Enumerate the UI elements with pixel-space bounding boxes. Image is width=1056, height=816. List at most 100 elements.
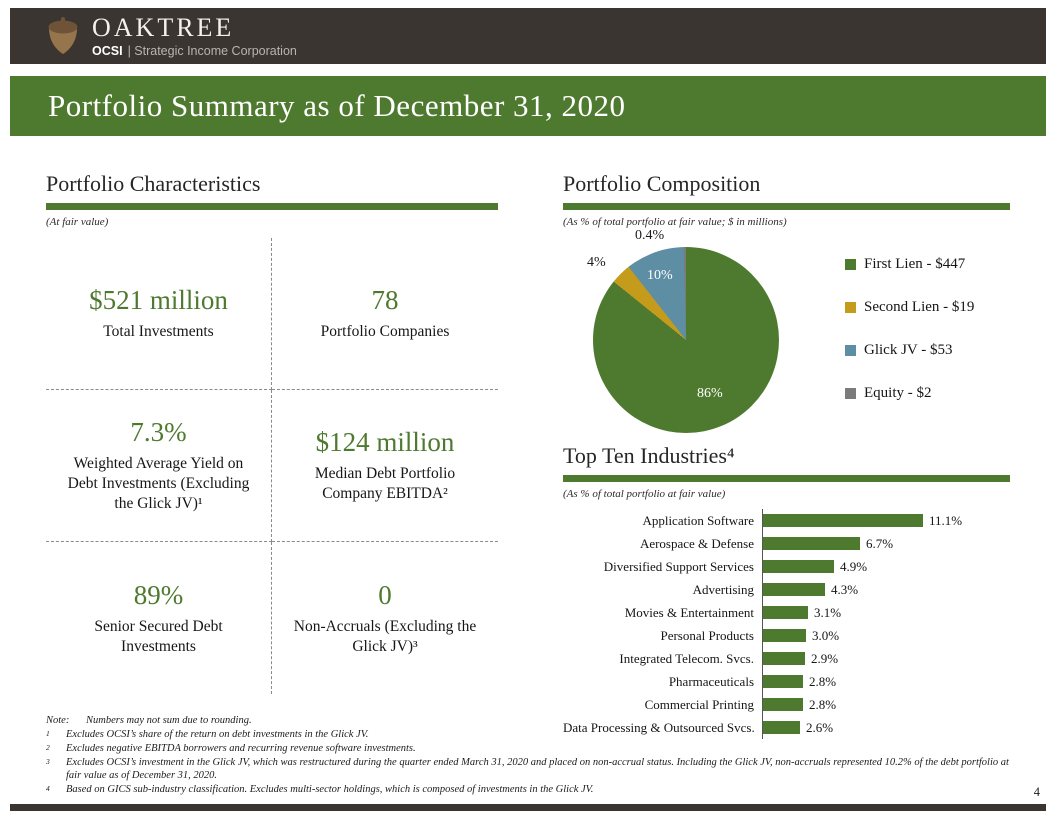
- stat-value: 0: [378, 579, 392, 610]
- bar-track: 11.1%: [762, 509, 1010, 533]
- bar-value-label: 2.8%: [809, 696, 837, 712]
- bar-category-label: Application Software: [642, 512, 754, 528]
- legend-swatch-equity: [845, 388, 856, 400]
- bar-row: Movies & Entertainment 3.1%: [563, 601, 1010, 625]
- bar: [763, 606, 808, 620]
- bar-value-label: 6.7%: [866, 535, 894, 551]
- bar-track: 4.9%: [762, 555, 1010, 579]
- bar-track: 2.8%: [762, 693, 1010, 717]
- stat-value: 78: [371, 285, 399, 316]
- bar-row: Data Processing & Outsourced Svcs. 2.6%: [563, 716, 1010, 740]
- bar-value-label: 2.8%: [809, 673, 837, 689]
- bar-track: 3.0%: [762, 624, 1010, 648]
- top-header: OAKTREE OCSI | Strategic Income Corporati…: [10, 8, 1046, 64]
- industry-bar-chart: Application Software 11.1% Aerospace & D…: [563, 509, 1010, 740]
- stats-grid: $521 million Total Investments 78 Portfo…: [46, 238, 498, 695]
- stat-label: Total Investments: [103, 323, 214, 341]
- legend-label: Second Lien - $19: [864, 299, 975, 316]
- legend-item-equity: Equity - $2: [845, 385, 974, 402]
- green-rule: [46, 203, 498, 211]
- bar: [763, 698, 803, 712]
- footnote-marker: 2: [46, 742, 50, 752]
- bar-track: 2.9%: [762, 647, 1010, 671]
- bar: [763, 537, 860, 551]
- footnote-text: Excludes OCSI’s share of the return on d…: [66, 728, 369, 740]
- legend-label: Glick JV - $53: [864, 342, 953, 359]
- green-rule: [563, 475, 1010, 483]
- stat-label: Portfolio Companies: [320, 323, 450, 341]
- footnote-text: Based on GICS sub-industry classificatio…: [66, 784, 594, 796]
- stat-cell-portfolio-companies: 78 Portfolio Companies: [272, 238, 498, 391]
- portfolio-characteristics-section: Portfolio Characteristics (At fair value…: [46, 171, 498, 695]
- bar-track: 3.1%: [762, 601, 1010, 625]
- stat-cell-senior-secured: 89% Senior Secured Debt Investments: [46, 542, 272, 695]
- bar: [763, 560, 834, 574]
- title-banner: Portfolio Summary as of December 31, 202…: [10, 76, 1046, 136]
- pie-chart-area: 0.4% 4% 10% 86% First Lien - $447 Second…: [563, 228, 1010, 444]
- top-ten-industries-heading: Top Ten Industries⁴: [563, 443, 735, 469]
- green-rule: [563, 203, 1010, 211]
- footnote-text: Numbers may not sum due to rounding.: [86, 715, 252, 726]
- legend-swatch-first-lien: [845, 259, 856, 271]
- stat-value: 89%: [133, 579, 184, 610]
- stat-label: Non-Accruals (Excluding the Glick JV)³: [293, 617, 477, 655]
- stat-cell-non-accruals: 0 Non-Accruals (Excluding the Glick JV)³: [272, 542, 498, 694]
- bar-row: Commercial Printing 2.8%: [563, 693, 1010, 717]
- bar-row: Personal Products 3.0%: [563, 624, 1010, 648]
- legend-item-second-lien: Second Lien - $19: [845, 299, 974, 316]
- pie-slice-label-first-lien: 86%: [697, 386, 723, 402]
- bar-row: Integrated Telecom. Svcs. 2.9%: [563, 647, 1010, 671]
- legend-item-glick-jv: Glick JV - $53: [845, 342, 974, 359]
- org-code: OCSI: [92, 43, 123, 58]
- legend-label: First Lien - $447: [864, 256, 966, 273]
- bar: [763, 721, 800, 735]
- stat-cell-weighted-yield: 7.3% Weighted Average Yield on Debt Inve…: [46, 390, 272, 543]
- characteristics-subtitle: (At fair value): [46, 216, 109, 229]
- stat-value: $521 million: [89, 285, 228, 316]
- composition-subtitle: (As % of total portfolio at fair value; …: [563, 216, 787, 229]
- bar: [763, 583, 825, 597]
- pie-legend: First Lien - $447 Second Lien - $19 Glic…: [845, 256, 974, 428]
- footnote-marker: 4: [46, 784, 50, 794]
- bar-value-label: 2.6%: [806, 719, 834, 735]
- pie-slice-label-second-lien: 4%: [587, 255, 606, 271]
- bar-category-label: Data Processing & Outsourced Svcs.: [563, 719, 755, 735]
- characteristics-heading: Portfolio Characteristics: [46, 171, 261, 196]
- footnote-marker: 3: [46, 756, 50, 766]
- bar-row: Pharmaceuticals 2.8%: [563, 670, 1010, 694]
- footnote-marker: 1: [46, 728, 50, 738]
- bar-row: Aerospace & Defense 6.7%: [563, 532, 1010, 556]
- footnote-text: Excludes OCSI’s investment in the Glick …: [66, 756, 1009, 782]
- footnote-marker: Note:: [46, 715, 70, 726]
- bar: [763, 652, 805, 666]
- org-name: | Strategic Income Corporation: [127, 43, 297, 58]
- bar-row: Application Software 11.1%: [563, 509, 1010, 533]
- bar-category-label: Integrated Telecom. Svcs.: [619, 650, 754, 666]
- stat-value: 7.3%: [130, 417, 187, 448]
- bar-track: 2.8%: [762, 670, 1010, 694]
- bar-value-label: 11.1%: [929, 512, 963, 528]
- legend-label: Equity - $2: [864, 385, 932, 402]
- brand-block: OAKTREE OCSI | Strategic Income Corporati…: [92, 14, 297, 58]
- bar-value-label: 2.9%: [811, 650, 839, 666]
- oaktree-acorn-logo: [46, 15, 80, 57]
- page-number: 4: [1033, 785, 1040, 799]
- footnote-4: 4 Based on GICS sub-industry classificat…: [46, 783, 1012, 797]
- bar: [763, 629, 806, 643]
- stat-label: Weighted Average Yield on Debt Investmen…: [67, 455, 250, 513]
- bar-row: Diversified Support Services 4.9%: [563, 555, 1010, 579]
- bar-category-label: Pharmaceuticals: [668, 673, 754, 689]
- footnote-1: 1 Excludes OCSI’s share of the return on…: [46, 728, 1012, 742]
- footnotes: Note: Numbers may not sum due to roundin…: [46, 714, 1012, 797]
- bar: [763, 514, 923, 528]
- top-ten-subtitle: (As % of total portfolio at fair value): [563, 488, 726, 501]
- bar-category-label: Personal Products: [660, 627, 754, 643]
- legend-swatch-glick-jv: [845, 345, 856, 357]
- legend-item-first-lien: First Lien - $447: [845, 256, 974, 273]
- legend-swatch-second-lien: [845, 302, 856, 314]
- bar-value-label: 3.1%: [814, 604, 842, 620]
- bar-track: 4.3%: [762, 578, 1010, 602]
- footnote-3: 3 Excludes OCSI’s investment in the Glic…: [46, 756, 1012, 784]
- bottom-bar: [10, 804, 1046, 811]
- bar-category-label: Advertising: [692, 581, 754, 597]
